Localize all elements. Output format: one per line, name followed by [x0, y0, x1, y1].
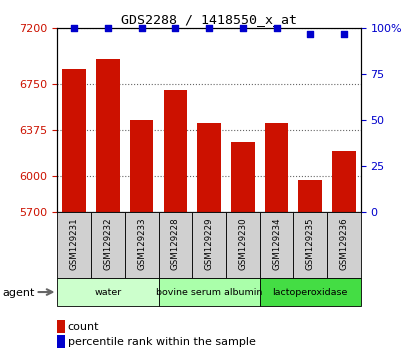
Text: GSM129230: GSM129230: [238, 217, 247, 270]
Text: GSM129229: GSM129229: [204, 218, 213, 270]
Bar: [158, 212, 192, 278]
Text: agent: agent: [2, 288, 34, 298]
Point: [239, 25, 245, 31]
Title: GDS2288 / 1418550_x_at: GDS2288 / 1418550_x_at: [121, 13, 297, 26]
Bar: [259, 278, 360, 306]
Text: GSM129232: GSM129232: [103, 217, 112, 270]
Bar: [130, 120, 153, 212]
Text: GSM129228: GSM129228: [171, 217, 180, 270]
Text: count: count: [67, 322, 99, 332]
Bar: [163, 90, 187, 212]
Text: GSM129231: GSM129231: [70, 217, 79, 270]
Point: [138, 25, 145, 31]
Text: GSM129233: GSM129233: [137, 217, 146, 270]
Bar: [293, 212, 326, 278]
Bar: [96, 59, 119, 212]
Bar: [57, 278, 158, 306]
Text: water: water: [94, 287, 121, 297]
Point: [205, 25, 212, 31]
Bar: [62, 69, 86, 212]
Point: [272, 25, 279, 31]
Text: GSM129234: GSM129234: [271, 217, 280, 270]
Bar: [192, 212, 225, 278]
Bar: [331, 151, 355, 212]
Text: GSM129236: GSM129236: [339, 217, 348, 270]
Text: GSM129235: GSM129235: [305, 217, 314, 270]
Point: [104, 25, 111, 31]
Bar: [259, 212, 293, 278]
Bar: [264, 123, 288, 212]
Bar: [298, 181, 321, 212]
Point: [340, 31, 346, 37]
Bar: [197, 123, 220, 212]
Bar: [230, 142, 254, 212]
Point: [306, 31, 313, 37]
Text: lactoperoxidase: lactoperoxidase: [272, 287, 347, 297]
Text: percentile rank within the sample: percentile rank within the sample: [67, 337, 255, 347]
Bar: [91, 212, 124, 278]
Bar: [158, 278, 259, 306]
Bar: [124, 212, 158, 278]
Bar: [225, 212, 259, 278]
Bar: [326, 212, 360, 278]
Point: [172, 25, 178, 31]
Point: [71, 25, 77, 31]
Text: bovine serum albumin: bovine serum albumin: [155, 287, 262, 297]
Bar: [57, 212, 91, 278]
